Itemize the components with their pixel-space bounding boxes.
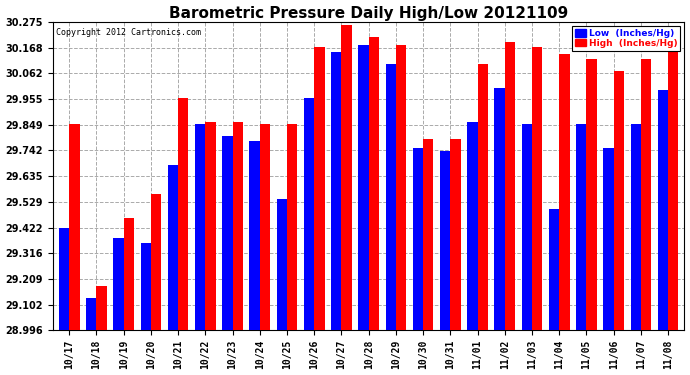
Bar xyxy=(631,124,641,330)
Bar xyxy=(124,218,134,330)
Bar xyxy=(467,122,477,330)
Bar xyxy=(559,54,569,330)
Text: Copyright 2012 Cartronics.com: Copyright 2012 Cartronics.com xyxy=(56,28,201,37)
Bar xyxy=(576,124,586,330)
Bar xyxy=(368,38,379,330)
Bar xyxy=(386,64,396,330)
Bar xyxy=(413,148,423,330)
Bar xyxy=(69,124,79,330)
Bar xyxy=(178,98,188,330)
Bar xyxy=(549,209,559,330)
Bar xyxy=(86,298,97,330)
Bar xyxy=(151,194,161,330)
Bar xyxy=(358,45,368,330)
Bar xyxy=(141,243,151,330)
Bar xyxy=(250,141,260,330)
Bar xyxy=(423,139,433,330)
Bar xyxy=(522,124,532,330)
Bar xyxy=(277,199,287,330)
Bar xyxy=(451,139,461,330)
Bar xyxy=(477,64,488,330)
Bar xyxy=(658,90,668,330)
Bar xyxy=(532,47,542,330)
Bar xyxy=(641,59,651,330)
Bar xyxy=(613,71,624,330)
Bar xyxy=(168,165,178,330)
Bar xyxy=(586,59,597,330)
Bar xyxy=(304,98,314,330)
Bar xyxy=(505,42,515,330)
Bar xyxy=(97,286,107,330)
Bar xyxy=(342,26,352,330)
Bar xyxy=(222,136,233,330)
Bar xyxy=(495,88,505,330)
Bar xyxy=(440,151,451,330)
Bar xyxy=(59,228,69,330)
Bar xyxy=(396,45,406,330)
Bar xyxy=(331,52,342,330)
Bar xyxy=(195,124,206,330)
Bar xyxy=(206,122,216,330)
Bar xyxy=(668,47,678,330)
Bar xyxy=(287,124,297,330)
Bar xyxy=(314,47,324,330)
Title: Barometric Pressure Daily High/Low 20121109: Barometric Pressure Daily High/Low 20121… xyxy=(169,6,569,21)
Bar xyxy=(233,122,243,330)
Bar xyxy=(113,238,124,330)
Bar xyxy=(603,148,613,330)
Bar xyxy=(260,124,270,330)
Legend: Low  (Inches/Hg), High  (Inches/Hg): Low (Inches/Hg), High (Inches/Hg) xyxy=(572,26,680,51)
